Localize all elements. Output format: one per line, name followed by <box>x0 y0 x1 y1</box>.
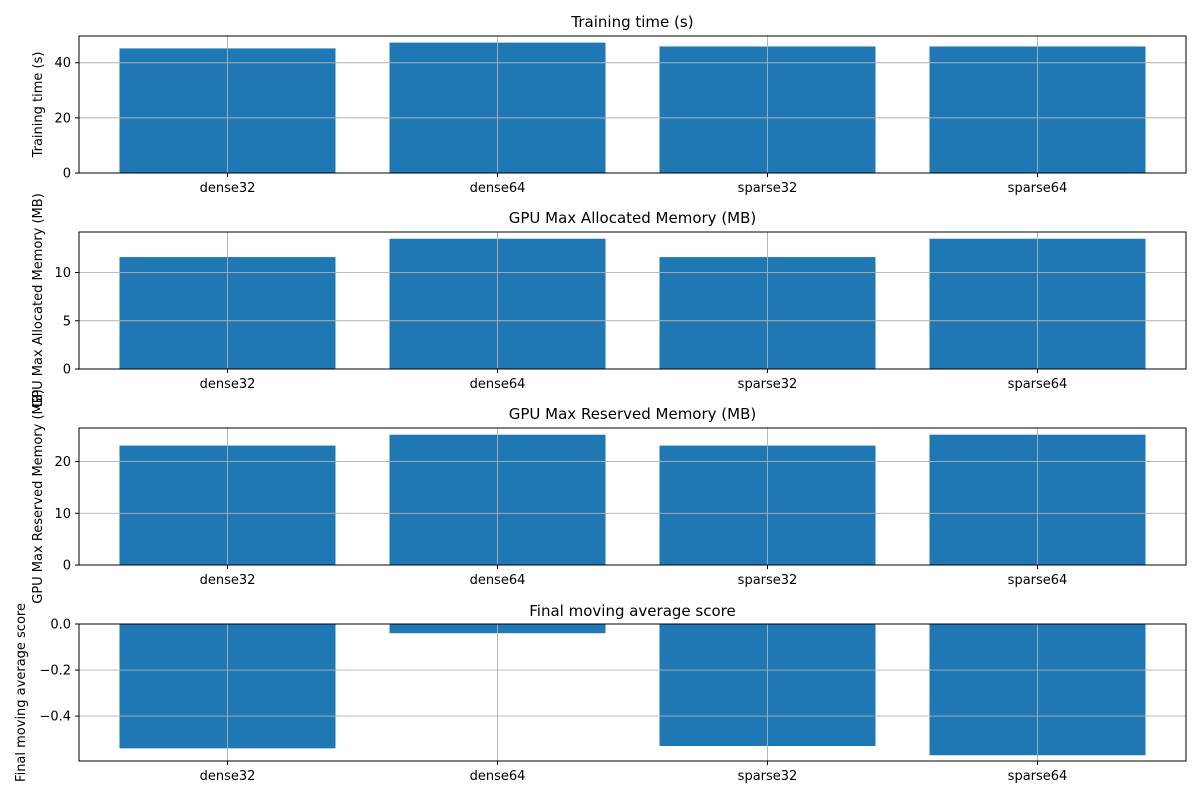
x-tick-label: sparse32 <box>738 573 798 588</box>
chart-title: GPU Max Reserved Memory (MB) <box>509 405 757 423</box>
chart-panel: 0 5 10 dense32 dense64 sparse32 sparse64 GPU Ma… <box>31 193 1187 408</box>
y-tick-label: 10 <box>54 507 71 522</box>
x-tick-label: dense32 <box>200 181 256 196</box>
x-tick-label: dense64 <box>470 377 526 392</box>
chart-panel: 0 10 20 dense32 dense64 sparse32 sparse64 GPU M… <box>31 389 1187 604</box>
chart-title: Training time (s) <box>570 13 693 31</box>
y-axis-label: Final moving average score <box>14 603 29 782</box>
x-tick-label: sparse64 <box>1008 377 1068 392</box>
chart-panel: 0.0 −0.2 −0.4 dense32 dense64 sparse32 sparse6… <box>14 602 1187 784</box>
x-tick-label: dense64 <box>470 769 526 784</box>
y-tick-label: 40 <box>54 56 71 71</box>
y-tick-label: −0.2 <box>39 664 71 679</box>
y-tick-label: 5 <box>63 314 71 329</box>
axes-frame <box>78 35 1187 174</box>
x-tick-label: dense32 <box>200 377 256 392</box>
y-tick-label: 0 <box>63 363 71 378</box>
x-tick-label: dense64 <box>470 573 526 588</box>
x-tick-label: sparse32 <box>738 377 798 392</box>
chart-panel: 0 20 40 dense32 dense64 sparse32 sparse64 Train… <box>31 13 1187 196</box>
x-tick-label: dense64 <box>470 181 526 196</box>
x-tick-label: sparse32 <box>738 181 798 196</box>
axes-frame <box>78 427 1187 566</box>
y-axis-label: Training time (s) <box>31 52 46 159</box>
y-axis-label: GPU Max Reserved Memory (MB) <box>31 389 46 604</box>
axes-frame <box>78 231 1187 370</box>
x-tick-label: sparse32 <box>738 769 798 784</box>
chart-title: Final moving average score <box>529 602 735 620</box>
y-tick-label: 20 <box>54 111 71 126</box>
y-tick-label: 20 <box>54 455 71 470</box>
x-tick-label: sparse64 <box>1008 181 1068 196</box>
y-tick-label: −0.4 <box>39 710 71 725</box>
x-tick-label: dense32 <box>200 769 256 784</box>
y-tick-label: 0 <box>63 167 71 182</box>
y-tick-label: 0.0 <box>50 618 71 633</box>
chart-title: GPU Max Allocated Memory (MB) <box>509 209 757 227</box>
x-tick-label: sparse64 <box>1008 573 1068 588</box>
y-axis-label: GPU Max Allocated Memory (MB) <box>31 193 46 408</box>
y-tick-label: 0 <box>63 559 71 574</box>
x-tick-label: sparse64 <box>1008 769 1068 784</box>
y-tick-label: 10 <box>54 266 71 281</box>
axes-frame <box>78 623 1187 762</box>
x-tick-label: dense32 <box>200 573 256 588</box>
